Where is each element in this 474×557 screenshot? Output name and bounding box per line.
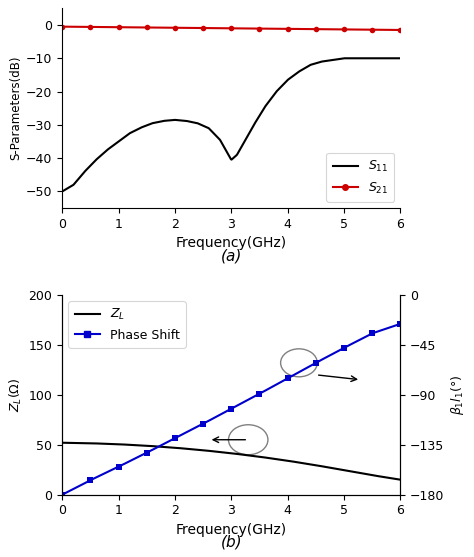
Text: (b): (b)	[220, 535, 242, 550]
Legend: $S_{11}$, $S_{21}$: $S_{11}$, $S_{21}$	[327, 153, 394, 202]
X-axis label: Frequency(GHz): Frequency(GHz)	[176, 236, 287, 251]
Y-axis label: $\beta_1 l_1$(°): $\beta_1 l_1$(°)	[449, 375, 465, 415]
Legend: $Z_L$, Phase Shift: $Z_L$, Phase Shift	[68, 301, 186, 348]
Text: (a): (a)	[220, 248, 242, 263]
Y-axis label: $Z_L$($\Omega$): $Z_L$($\Omega$)	[9, 378, 25, 412]
Y-axis label: S-Parameters(dB): S-Parameters(dB)	[9, 56, 22, 160]
X-axis label: Frequency(GHz): Frequency(GHz)	[176, 523, 287, 537]
